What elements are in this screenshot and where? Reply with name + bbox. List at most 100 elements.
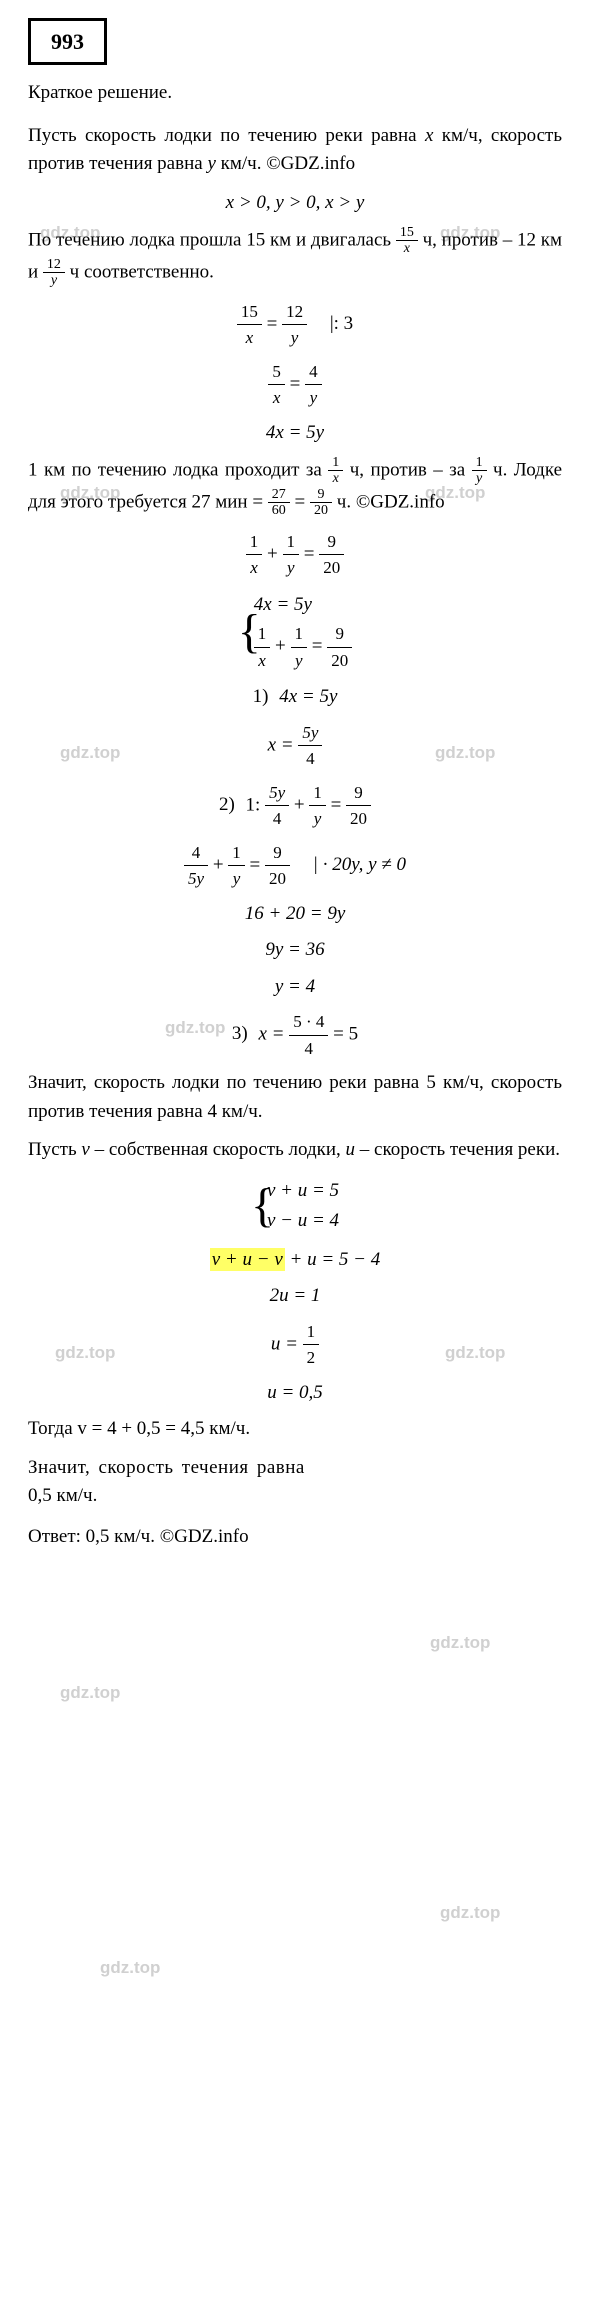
system-line-2: v − u = 4 (267, 1207, 339, 1236)
denominator: y (43, 273, 65, 288)
watermark: gdz.top (440, 1900, 500, 1926)
system-line-1: 4x = 5y (254, 591, 352, 620)
math-expr: x > 0, y > 0, x > y (226, 192, 365, 213)
numerator: 5 · 4 (289, 1009, 328, 1036)
fraction: 15x (396, 225, 418, 257)
math-expr: + u = 5 − 4 (285, 1249, 380, 1270)
step-1: 1) 4x = 5y (28, 683, 562, 712)
equals: = (267, 313, 282, 334)
denominator: x (328, 471, 343, 486)
denominator: 5y (184, 866, 208, 892)
prefix: 1: (246, 794, 261, 815)
numerator: 9 (327, 621, 352, 648)
fraction: 12y (282, 299, 307, 351)
fraction: 12y (43, 257, 65, 289)
numerator: 4 (184, 840, 208, 867)
step-label: 3) (232, 1023, 248, 1044)
equals: = (290, 491, 310, 512)
paragraph-6: Тогда v = 4 + 0,5 = 4,5 км/ч. (28, 1415, 562, 1444)
numerator: 1 (291, 621, 308, 648)
denominator: y (228, 866, 245, 892)
fraction: 1y (283, 529, 300, 581)
lhs: x = (268, 734, 299, 755)
fraction: 920 (310, 487, 332, 519)
equals: = (250, 854, 265, 875)
text: ч, против – за (343, 459, 471, 480)
text: Пусть (28, 1139, 81, 1160)
text: ч. ©GDZ.info (332, 491, 445, 512)
denominator: 4 (265, 806, 289, 832)
text: По течению лодка прошла 15 км и двигалас… (28, 229, 396, 250)
plus: + (294, 794, 309, 815)
fraction: 2760 (268, 487, 290, 519)
numerator: 9 (319, 529, 344, 556)
rhs: = 5 (333, 1023, 358, 1044)
step-2d: 9y = 36 (28, 936, 562, 965)
numerator: 5 (268, 359, 285, 386)
highlighted-expr: v + u − v (210, 1248, 285, 1271)
denominator: 20 (265, 866, 290, 892)
equals: = (290, 373, 305, 394)
fraction: 1y (309, 780, 326, 832)
paragraph-1: Пусть скорость лодки по течению реки рав… (28, 122, 562, 179)
math-expr: y = 4 (275, 976, 315, 997)
text: ч соответственно. (65, 261, 214, 282)
brace-system: v + u = 5 v − u = 4 (251, 1175, 339, 1238)
math-expr: 16 + 20 = 9y (245, 903, 346, 924)
fraction: 920 (265, 840, 290, 892)
numerator: 1 (472, 455, 487, 471)
operation-note: | · 20y, y ≠ 0 (313, 851, 406, 880)
numerator: 15 (396, 225, 418, 241)
text: – скорость течения реки. (355, 1139, 560, 1160)
step-2: 2) 1: 5y4 + 1y = 920 (28, 780, 562, 832)
paragraph-5: Пусть v – собственная скорость лодки, u … (28, 1136, 562, 1165)
numerator: 12 (282, 299, 307, 326)
text: Пусть скорость лодки по течению реки рав… (28, 125, 425, 146)
plus: + (275, 635, 290, 656)
fraction: 920 (319, 529, 344, 581)
fraction: 5y4 (265, 780, 289, 832)
watermark: gdz.top (430, 1630, 490, 1656)
operation-note: |: 3 (330, 310, 353, 339)
denominator: 4 (289, 1036, 328, 1062)
lhs: u = (271, 1333, 303, 1354)
watermark: gdz.top (100, 1955, 160, 1981)
math-expr: 4x = 5y (279, 686, 337, 707)
fraction: 1y (228, 840, 245, 892)
numerator: 15 (237, 299, 262, 326)
step-2c: 16 + 20 = 9y (28, 900, 562, 929)
text: 1 км по течению лодка проходит за (28, 459, 328, 480)
numerator: 1 (228, 840, 245, 867)
fraction: 15x (237, 299, 262, 351)
variable-v: v (81, 1139, 89, 1160)
fraction: 4y (305, 359, 322, 411)
fraction: 1x (246, 529, 263, 581)
equation-3: 4x = 5y (28, 419, 562, 448)
text: км/ч. ©GDZ.info (216, 153, 355, 174)
math-expr: u = 0,5 (267, 1382, 323, 1403)
numerator: 1 (246, 529, 263, 556)
step-2b: 45y + 1y = 920 | · 20y, y ≠ 0 (28, 840, 562, 892)
numerator: 5y (298, 720, 322, 747)
numerator: 9 (346, 780, 371, 807)
text: – собственная скорость лодки, (90, 1139, 346, 1160)
denominator: x (268, 385, 285, 411)
plus: + (267, 543, 282, 564)
denominator: y (291, 648, 308, 674)
system-line-2: 1x + 1y = 920 (254, 621, 352, 673)
equation-1: 15x = 12y |: 3 (28, 299, 562, 351)
lhs: x = (258, 1023, 289, 1044)
denominator: x (246, 555, 263, 581)
denominator: 20 (346, 806, 371, 832)
step-2e: y = 4 (28, 973, 562, 1002)
denominator: 4 (298, 746, 322, 772)
step-3: 3) x = 5 · 44 = 5 (28, 1009, 562, 1061)
fraction: 45y (184, 840, 208, 892)
paragraph-3: 1 км по течению лодка проходит за 1 x ч, … (28, 455, 562, 519)
system-1: 4x = 5y 1x + 1y = 920 (28, 589, 562, 676)
numerator: 1 (303, 1319, 320, 1346)
equals: = (312, 635, 327, 656)
math-expr: 9y = 36 (265, 939, 324, 960)
equation-6: u = 12 (28, 1319, 562, 1371)
fraction: 1y (472, 455, 487, 487)
